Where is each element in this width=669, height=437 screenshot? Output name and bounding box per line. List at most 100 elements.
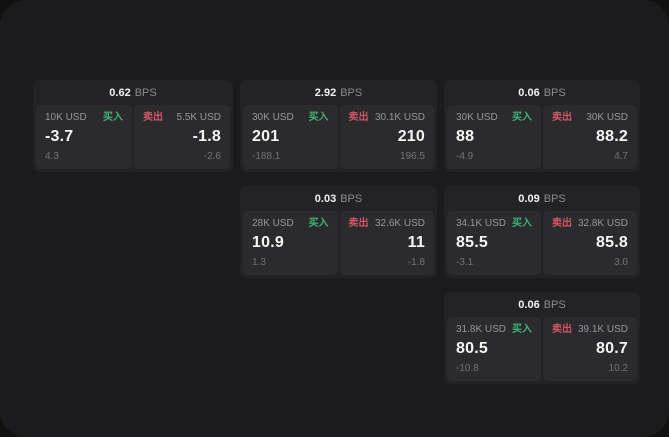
bps-unit-label: BPS bbox=[543, 86, 566, 99]
card-header: 0.09 BPS bbox=[447, 186, 637, 211]
buy-amount: 30K USD bbox=[252, 112, 294, 123]
buy-sub-value: 1.3 bbox=[252, 257, 266, 268]
card-header: 0.06 BPS bbox=[447, 80, 637, 105]
card-header: 0.62 BPS bbox=[36, 80, 230, 105]
quote-panels: 28K USD 买入 10.9 1.3 卖出 32.6K USD 11 -1.8 bbox=[243, 211, 434, 275]
bps-value: 0.03 bbox=[314, 192, 337, 205]
sell-price: 210 bbox=[397, 128, 425, 145]
sell-panel[interactable]: 卖出 5.5K USD -1.8 -2.6 bbox=[134, 105, 230, 169]
bps-unit-label: BPS bbox=[340, 86, 363, 99]
buy-sub-value: -188.1 bbox=[252, 151, 281, 162]
buy-tag[interactable]: 买入 bbox=[308, 218, 329, 229]
quote-card: 0.62 BPS 10K USD 买入 -3.7 4.3 卖出 5.5K USD… bbox=[33, 80, 233, 172]
bps-unit-label: BPS bbox=[134, 86, 157, 99]
buy-panel-top: 34.1K USD 买入 bbox=[456, 218, 532, 230]
sell-price: 88.2 bbox=[596, 128, 628, 145]
buy-tag[interactable]: 买入 bbox=[512, 218, 532, 229]
sell-sub-value: 4.7 bbox=[614, 151, 628, 162]
buy-price: 80.5 bbox=[456, 340, 488, 357]
buy-tag[interactable]: 买入 bbox=[512, 324, 532, 335]
sell-panel[interactable]: 卖出 30.1K USD 210 196.5 bbox=[339, 105, 434, 169]
bps-value: 2.92 bbox=[314, 86, 337, 99]
quote-panels: 30K USD 买入 88 -4.9 卖出 30K USD 88.2 4.7 bbox=[447, 105, 637, 169]
sell-sub-value: 196.5 bbox=[399, 151, 425, 162]
buy-price: -3.7 bbox=[45, 128, 74, 145]
buy-tag[interactable]: 买入 bbox=[308, 112, 329, 123]
sell-panel-top: 卖出 39.1K USD bbox=[552, 324, 628, 336]
buy-panel-top: 10K USD 买入 bbox=[45, 112, 123, 124]
sell-amount: 32.8K USD bbox=[577, 218, 628, 229]
buy-panel[interactable]: 31.8K USD 买入 80.5 -10.8 bbox=[447, 317, 541, 381]
quote-cards-grid: 0.62 BPS 10K USD 买入 -3.7 4.3 卖出 5.5K USD… bbox=[33, 80, 640, 384]
buy-panel-top: 30K USD 买入 bbox=[252, 112, 329, 124]
sell-tag[interactable]: 卖出 bbox=[348, 112, 369, 123]
buy-sub-value: 4.3 bbox=[45, 151, 59, 162]
sell-price: 85.8 bbox=[596, 234, 628, 251]
sell-price: 80.7 bbox=[596, 340, 628, 357]
sell-panel-top: 卖出 30K USD bbox=[552, 112, 628, 124]
buy-panel-top: 28K USD 买入 bbox=[252, 218, 329, 230]
sell-sub-value: -1.8 bbox=[407, 257, 425, 268]
buy-panel[interactable]: 34.1K USD 买入 85.5 -3.1 bbox=[447, 211, 541, 275]
buy-panel[interactable]: 30K USD 买入 88 -4.9 bbox=[447, 105, 541, 169]
sell-tag[interactable]: 卖出 bbox=[552, 324, 572, 335]
sell-panel[interactable]: 卖出 32.6K USD 11 -1.8 bbox=[339, 211, 434, 275]
buy-panel-top: 31.8K USD 买入 bbox=[456, 324, 532, 336]
buy-price: 10.9 bbox=[252, 234, 284, 251]
buy-tag[interactable]: 买入 bbox=[103, 112, 123, 123]
buy-panel-top: 30K USD 买入 bbox=[456, 112, 532, 124]
buy-price: 85.5 bbox=[456, 234, 488, 251]
bps-value: 0.62 bbox=[109, 86, 131, 99]
buy-panel[interactable]: 30K USD 买入 201 -188.1 bbox=[243, 105, 338, 169]
quote-panels: 30K USD 买入 201 -188.1 卖出 30.1K USD 210 1… bbox=[243, 105, 434, 169]
bps-unit-label: BPS bbox=[543, 298, 566, 311]
sell-amount: 5.5K USD bbox=[176, 112, 221, 123]
sell-amount: 30K USD bbox=[586, 112, 628, 123]
sell-sub-value: 10.2 bbox=[608, 363, 628, 374]
buy-amount: 30K USD bbox=[456, 112, 498, 123]
sell-price: 11 bbox=[407, 234, 425, 251]
quote-card: 0.06 BPS 31.8K USD 买入 80.5 -10.8 卖出 39.1… bbox=[444, 292, 640, 384]
buy-amount: 34.1K USD bbox=[456, 218, 507, 229]
buy-amount: 31.8K USD bbox=[456, 324, 507, 335]
sell-panel-top: 卖出 5.5K USD bbox=[143, 112, 221, 124]
sell-panel[interactable]: 卖出 32.8K USD 85.8 3.0 bbox=[543, 211, 637, 275]
bps-unit-label: BPS bbox=[543, 192, 566, 205]
sell-panel-top: 卖出 32.8K USD bbox=[552, 218, 628, 230]
quote-card: 2.92 BPS 30K USD 买入 201 -188.1 卖出 30.1K … bbox=[240, 80, 437, 172]
sell-tag[interactable]: 卖出 bbox=[552, 218, 572, 229]
card-header: 2.92 BPS bbox=[243, 80, 434, 105]
buy-sub-value: -10.8 bbox=[456, 363, 479, 374]
bps-value: 0.06 bbox=[518, 86, 540, 99]
sell-tag[interactable]: 卖出 bbox=[143, 112, 163, 123]
sell-sub-value: 3.0 bbox=[614, 257, 628, 268]
buy-amount: 10K USD bbox=[45, 112, 87, 123]
card-header: 0.06 BPS bbox=[447, 292, 637, 317]
card-header: 0.03 BPS bbox=[243, 186, 434, 211]
quote-panels: 31.8K USD 买入 80.5 -10.8 卖出 39.1K USD 80.… bbox=[447, 317, 637, 381]
quote-panels: 10K USD 买入 -3.7 4.3 卖出 5.5K USD -1.8 -2.… bbox=[36, 105, 230, 169]
quote-panels: 34.1K USD 买入 85.5 -3.1 卖出 32.8K USD 85.8… bbox=[447, 211, 637, 275]
sell-amount: 39.1K USD bbox=[577, 324, 628, 335]
buy-panel[interactable]: 10K USD 买入 -3.7 4.3 bbox=[36, 105, 132, 169]
sell-price: -1.8 bbox=[192, 128, 221, 145]
sell-panel-top: 卖出 30.1K USD bbox=[349, 112, 426, 124]
bps-value: 0.06 bbox=[518, 298, 540, 311]
quote-card: 0.06 BPS 30K USD 买入 88 -4.9 卖出 30K USD 8… bbox=[444, 80, 640, 172]
sell-panel[interactable]: 卖出 39.1K USD 80.7 10.2 bbox=[543, 317, 637, 381]
sell-tag[interactable]: 卖出 bbox=[348, 218, 369, 229]
buy-price: 88 bbox=[456, 128, 475, 145]
buy-panel[interactable]: 28K USD 买入 10.9 1.3 bbox=[243, 211, 338, 275]
sell-panel-top: 卖出 32.6K USD bbox=[349, 218, 426, 230]
sell-panel[interactable]: 卖出 30K USD 88.2 4.7 bbox=[543, 105, 637, 169]
sell-sub-value: -2.6 bbox=[203, 151, 221, 162]
bps-unit-label: BPS bbox=[340, 192, 363, 205]
quote-card: 0.09 BPS 34.1K USD 买入 85.5 -3.1 卖出 32.8K… bbox=[444, 186, 640, 278]
sell-amount: 30.1K USD bbox=[374, 112, 425, 123]
sell-amount: 32.6K USD bbox=[374, 218, 425, 229]
quote-card: 0.03 BPS 28K USD 买入 10.9 1.3 卖出 32.6K US… bbox=[240, 186, 437, 278]
sell-tag[interactable]: 卖出 bbox=[552, 112, 572, 123]
buy-tag[interactable]: 买入 bbox=[512, 112, 532, 123]
